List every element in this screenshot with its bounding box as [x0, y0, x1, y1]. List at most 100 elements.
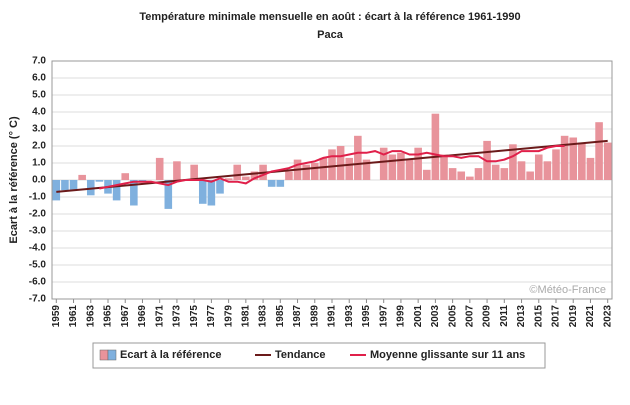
bar [379, 147, 388, 180]
x-tick-label: 1987 [292, 305, 303, 328]
y-tick-label: 6.0 [32, 73, 46, 84]
legend-label: Ecart à la référence [120, 349, 222, 361]
x-tick-label: 2013 [516, 305, 527, 328]
x-tick-label: 1997 [378, 305, 389, 328]
bar [431, 113, 440, 180]
x-tick-label: 1963 [85, 305, 96, 328]
y-tick-label: -6.0 [29, 277, 47, 288]
y-tick-label: 1.0 [32, 158, 46, 169]
x-tick-label: 1971 [154, 305, 165, 328]
watermark: ©Météo-France [529, 284, 606, 296]
bar [586, 157, 595, 180]
x-tick-label: 2011 [499, 305, 510, 327]
bar [397, 152, 405, 180]
x-tick-label: 1981 [240, 305, 251, 328]
bar [86, 180, 95, 196]
bar [224, 178, 233, 180]
x-tick-label: 1975 [189, 305, 200, 328]
x-tick-label: 2017 [551, 305, 562, 328]
line [99, 145, 565, 190]
bar [61, 180, 69, 191]
x-tick-label: 1995 [361, 305, 372, 328]
legend-swatch [99, 349, 109, 361]
bar [267, 180, 276, 187]
bar [69, 180, 78, 191]
bar [285, 171, 293, 180]
chart-subtitle: Paca [317, 29, 344, 41]
x-tick-label: 2015 [533, 305, 544, 328]
y-axis-label: Ecart à la référence (° C) [8, 116, 20, 244]
bar [603, 142, 612, 180]
bar [491, 164, 500, 180]
x-tick-label: 1999 [396, 305, 407, 328]
bar [190, 164, 198, 180]
bar [422, 169, 431, 180]
x-tick-label: 2001 [413, 305, 424, 328]
x-tick-label: 1991 [327, 305, 338, 328]
bar [276, 180, 285, 187]
bar [216, 180, 224, 194]
legend-box [92, 342, 546, 369]
x-tick-label: 1993 [344, 305, 355, 328]
plot-border [51, 60, 613, 300]
bar [457, 171, 466, 180]
line [56, 139, 608, 193]
bar [362, 159, 371, 180]
y-tick-label: 0.0 [32, 175, 46, 186]
x-tick-label: 1979 [223, 305, 234, 328]
bar [233, 164, 242, 180]
bar [500, 168, 509, 180]
bar [198, 180, 207, 204]
bar [302, 164, 310, 180]
y-tick-label: 3.0 [32, 124, 46, 135]
x-tick-label: 2021 [585, 305, 596, 328]
x-tick-label: 2009 [482, 305, 493, 328]
y-tick-label: 7.0 [32, 56, 46, 67]
bar [560, 135, 569, 180]
bar [517, 161, 526, 180]
bar [207, 180, 216, 206]
bar [388, 154, 397, 180]
legend-label: Tendance [275, 349, 326, 361]
y-tick-label: -5.0 [29, 260, 47, 271]
bar [250, 171, 259, 180]
y-tick-label: 4.0 [32, 107, 46, 118]
x-tick-label: 2023 [602, 305, 613, 328]
bar [474, 168, 483, 180]
bar [336, 146, 345, 180]
bar [405, 159, 414, 180]
bar [552, 149, 560, 180]
bar [466, 176, 474, 180]
bar [509, 144, 517, 180]
chart-title: Température minimale mensuelle en août :… [139, 11, 520, 23]
bar [448, 168, 457, 180]
bar [121, 173, 130, 180]
bar [328, 149, 336, 180]
y-tick-label: 2.0 [32, 141, 46, 152]
x-tick-label: 1969 [137, 305, 148, 328]
bar [345, 157, 354, 180]
y-tick-label: -4.0 [29, 243, 47, 254]
y-tick-label: -3.0 [29, 226, 47, 237]
bar [95, 180, 104, 182]
x-tick-label: 1973 [172, 305, 183, 328]
bar [578, 142, 586, 180]
x-tick-label: 1985 [275, 305, 286, 328]
x-tick-label: 1965 [103, 305, 114, 328]
legend-swatch [107, 349, 117, 361]
bar [112, 180, 121, 201]
x-tick-label: 1967 [120, 305, 131, 328]
x-tick-label: 1977 [206, 305, 217, 328]
bar [173, 161, 181, 180]
x-tick-label: 1959 [51, 305, 62, 328]
bar [242, 176, 250, 180]
x-tick-label: 2007 [464, 305, 475, 328]
x-tick-label: 1989 [309, 305, 320, 328]
bar [164, 180, 173, 209]
y-tick-label: -2.0 [29, 209, 47, 220]
x-tick-label: 1983 [258, 305, 269, 328]
bar [534, 154, 543, 180]
bar [319, 157, 328, 180]
bar [310, 163, 319, 180]
